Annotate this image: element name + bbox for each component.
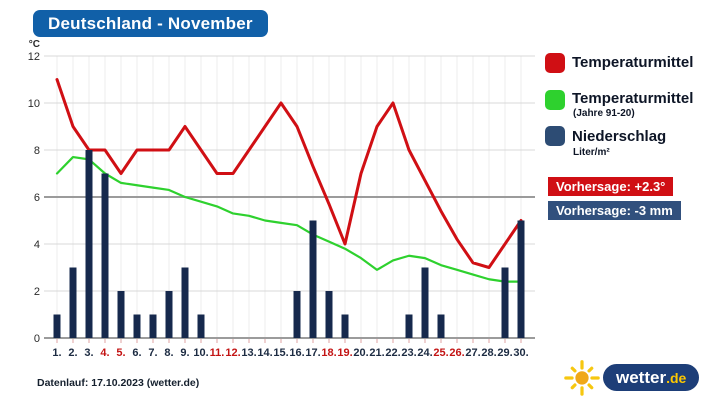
x-axis-day-label: 16.: [289, 347, 304, 359]
precipitation-bar: [101, 173, 109, 338]
x-axis-day-label: 1.: [52, 347, 61, 359]
sun-icon: [564, 360, 600, 396]
precipitation-bar: [149, 314, 157, 338]
climate-mean-legend-sublabel: (Jahre 91-20): [573, 108, 635, 119]
precipitation-bar: [69, 267, 77, 338]
y-axis-tick-label: 8: [34, 145, 40, 157]
x-axis-day-label: 3.: [84, 347, 93, 359]
precipitation-bar: [309, 220, 317, 338]
x-axis-day-label: 6.: [132, 347, 141, 359]
x-axis-day-label: 22.: [385, 347, 400, 359]
chart-canvas: 0 2 4 6 8 10 12°C 1. 2. 3. 4. 5. 6. 7. 8. 9. 10. 11. 12. 13…: [28, 39, 535, 359]
y-axis-tick-label: 2: [34, 286, 40, 298]
x-axis-day-label: 28.: [481, 347, 496, 359]
temperature-forecast-line: [55, 78, 523, 269]
y-axis-tick-label: 12: [28, 51, 40, 63]
precipitation-bar: [133, 314, 141, 338]
precipitation-legend-label: Niederschlag: [572, 128, 667, 145]
x-axis-day-label: 20.: [353, 347, 368, 359]
x-axis-day-label: 11.: [210, 347, 225, 359]
x-axis-day-label: 26.: [449, 347, 464, 359]
climate-mean-legend-label: Temperaturmittel: [572, 90, 694, 107]
x-axis-day-label: 9.: [180, 347, 189, 359]
temperature-forecast-swatch-icon: [545, 53, 565, 73]
sun-ray: [570, 383, 577, 390]
precipitation-legend-sublabel: Liter/m²: [573, 147, 610, 158]
x-axis-day-label: 30.: [513, 347, 528, 359]
precipitation-bar: [437, 314, 445, 338]
x-axis-day-label: 14.: [257, 347, 272, 359]
x-axis-day-label: 2.: [68, 347, 77, 359]
x-axis-day-label: 15.: [273, 347, 288, 359]
x-axis-day-label: 8.: [164, 347, 173, 359]
x-axis-day-label: 24.: [417, 347, 432, 359]
y-axis-tick-label: 0: [34, 333, 40, 345]
x-axis-day-label: 18.: [321, 347, 336, 359]
y-axis-unit-label: °C: [29, 39, 40, 50]
precipitation-bar: [53, 314, 61, 338]
precipitation-bar: [117, 291, 125, 338]
y-axis-tick-label: 10: [28, 98, 40, 110]
temperature-forecast-badge: Vorhersage: +2.3°: [548, 177, 674, 196]
precipitation-bars: [53, 150, 525, 338]
precipitation-bar: [165, 291, 173, 338]
sun-ray: [587, 366, 594, 373]
page-title: Deutschland - November: [33, 10, 268, 37]
x-axis-day-label: 27.: [465, 347, 480, 359]
x-axis-day-label: 5.: [116, 347, 125, 359]
wetter-de-logo: wetter.de: [563, 358, 700, 396]
precipitation-bar: [197, 314, 205, 338]
y-axis-tick-label: 6: [34, 192, 40, 204]
precipitation-bar: [421, 267, 429, 338]
precipitation-bar: [501, 267, 509, 338]
x-axis-day-label: 25.: [433, 347, 448, 359]
climate-mean-line: [55, 155, 523, 283]
precipitation-bar: [293, 291, 301, 338]
x-axis-day-label: 7.: [148, 347, 157, 359]
x-axis-day-label: 29.: [497, 347, 512, 359]
x-axis-day-label: 12.: [225, 347, 240, 359]
precipitation-bar: [181, 267, 189, 338]
sun-ray: [570, 366, 577, 373]
x-axis-day-label: 10.: [193, 347, 208, 359]
precipitation-bar: [517, 220, 525, 338]
datenlauf-text: Datenlauf: 17.10.2023 (wetter.de): [37, 377, 200, 389]
x-axis-day-label: 4.: [100, 347, 109, 359]
logo-tld-text: .de: [666, 369, 687, 386]
logo-brand-text: wetter: [616, 367, 667, 387]
x-axis-day-label: 13.: [241, 347, 256, 359]
precipitation-bar: [405, 314, 413, 338]
precipitation-bar: [325, 291, 333, 338]
wetter-de-wordmark: wetter.de: [603, 363, 700, 391]
precipitation-bar: [341, 314, 349, 338]
climate-mean-swatch-icon: [545, 90, 565, 110]
y-axis-tick-label: 4: [34, 239, 40, 251]
precipitation-forecast-badge: Vorhersage: -3 mm: [548, 201, 681, 220]
x-axis-day-label: 19.: [337, 347, 352, 359]
precipitation-swatch-icon: [545, 126, 565, 146]
x-axis-day-label: 23.: [401, 347, 416, 359]
precipitation-bar: [85, 150, 93, 338]
sun-ray: [587, 383, 594, 390]
x-axis-day-label: 21.: [369, 347, 384, 359]
temperature-forecast-legend-label: Temperaturmittel: [572, 54, 694, 71]
x-axis-day-label: 17.: [305, 347, 320, 359]
